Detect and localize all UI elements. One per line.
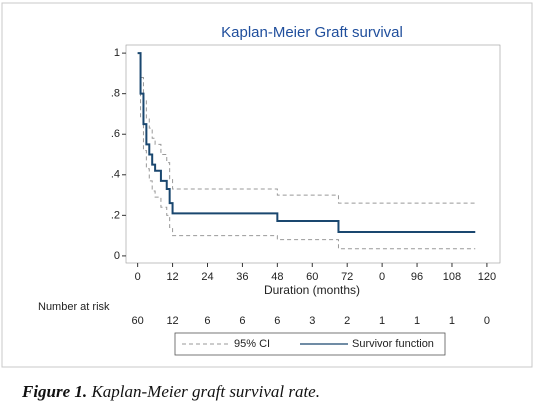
risk-value: 2 [344,315,350,327]
y-tick-label: .8 [111,88,120,100]
legend-label: Survivor function [352,338,434,350]
x-tick-label: 96 [411,271,423,283]
y-tick-label: 1 [114,47,120,59]
plot-region [125,44,501,264]
x-tick-label: 0 [135,271,141,283]
risk-value: 6 [204,315,210,327]
x-axis-label: Duration (months) [264,283,360,297]
x-tick-label: 120 [478,271,496,283]
risk-value: 6 [239,315,245,327]
x-tick-label: 108 [443,271,461,283]
x-tick-label: 72 [341,271,353,283]
x-tick-label: 36 [236,271,248,283]
risk-value: 3 [309,315,315,327]
legend-label: 95% CI [234,338,270,350]
km-line [137,52,476,250]
caption-label: Figure 1. [22,382,88,401]
risk-value: 1 [414,315,420,327]
risk-value: 1 [449,315,455,327]
risk-label: Number at risk [38,301,110,313]
x-tick-label: 0 [379,271,385,283]
x-tick-label: 60 [306,271,318,283]
x-tick-label: 12 [166,271,178,283]
y-tick-label: .2 [111,209,120,221]
caption-text: Kaplan-Meier graft survival rate. [91,382,320,401]
y-tick-label: 0 [114,250,120,262]
caption: Figure 1. Kaplan-Meier graft survival ra… [22,382,320,402]
x-tick-label: 48 [271,271,283,283]
chart-title: Kaplan-Meier Graft survival [221,24,403,41]
y-tick-label: .4 [111,169,120,181]
km-line [137,52,476,233]
chart: Kaplan-Meier Graft survival Duration (mo… [1,2,533,368]
risk-value: 12 [166,315,178,327]
risk-value: 6 [274,315,280,327]
risk-value: 1 [379,315,385,327]
risk-value: 60 [132,315,144,327]
y-tick-label: .6 [111,128,120,140]
x-tick-label: 24 [201,271,213,283]
risk-value: 0 [484,315,490,327]
